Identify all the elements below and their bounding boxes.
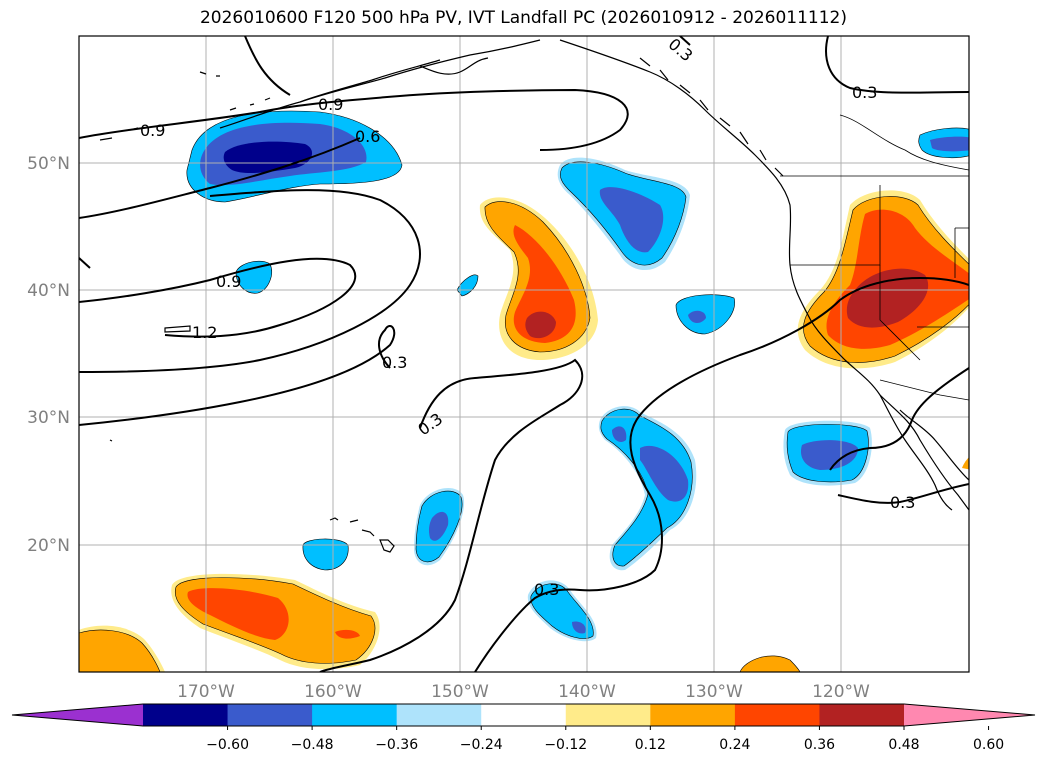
lat-label: 50°N [27,154,70,174]
lon-label: 140°W [558,682,616,702]
map-content: 0.9 0.9 0.6 0.9 1.2 0.3 0.3 0.3 0.3 0.3 … [79,36,969,672]
colorbar-extend-low [12,704,143,726]
colorbar-tick-label: −0.36 [375,737,418,753]
colorbar-segment [819,704,905,726]
positive-anomaly-edge [962,457,969,470]
colorbar-tick-label: 0.60 [973,737,1004,753]
contour-label: 1.2 [192,323,217,342]
lon-label: 150°W [431,682,489,702]
gridlines [79,36,969,672]
negative-anomaly-small-3 [675,294,736,335]
lat-label: 30°N [27,408,70,428]
borders [780,114,969,401]
contour-label: 0.3 [890,493,915,512]
colorbar-segment [396,704,482,726]
colorbar-segment [565,704,651,726]
contour-label: 0.3 [382,353,407,372]
positive-anomaly-southwest [171,573,380,670]
colorbar-segment [734,704,820,726]
colorbar-tick-label: −0.24 [460,737,503,753]
pv-contours [79,36,969,672]
lat-label: 40°N [27,281,70,301]
negative-anomaly-small-4 [302,538,349,571]
negative-anomaly-south [527,580,597,642]
contour-labels: 0.9 0.9 0.6 0.9 1.2 0.3 0.3 0.3 0.3 0.3 … [140,36,915,599]
colorbar-extend-high [904,704,1035,726]
colorbar-segment [312,704,398,726]
negative-anomaly-baja [783,420,872,486]
positive-anomaly-corner [79,625,165,672]
negative-anomaly-hawaii [414,487,465,566]
coastlines [99,39,969,553]
contour-label: 0.9 [140,121,165,140]
colorbar-segment [481,704,567,726]
contour-label: 0.9 [318,95,343,114]
contour-label: 0.3 [534,580,559,599]
colorbar-tick-label: −0.12 [544,737,587,753]
positive-anomaly-central [479,197,598,360]
lon-label: 170°W [177,682,235,702]
colorbar-tick-label: −0.60 [206,737,249,753]
contour-label: 0.3 [852,83,877,102]
colorbar-tick-label: 0.12 [635,737,666,753]
lon-label: 120°W [812,682,870,702]
colorbar-segment [650,704,736,726]
colorbar-tick-label: 0.36 [804,737,835,753]
colorbar-tick-label: −0.48 [291,737,334,753]
negative-anomaly-small-2 [456,274,479,297]
latitude-labels: 50°N 40°N 30°N 20°N [27,154,70,556]
colorbar-tick-label: 0.48 [888,737,919,753]
longitude-labels: 170°W 160°W 150°W 140°W 130°W 120°W [177,682,870,702]
colorbar-tick-label: 0.24 [719,737,750,753]
lon-label: 160°W [304,682,362,702]
colorbar-segment [143,704,229,726]
map-frame [78,35,970,673]
lon-label: 130°W [685,682,743,702]
colorbar: −0.60 −0.48 −0.36 −0.24 −0.12 0.12 0.24 0.36 0.4… [11,703,1036,753]
map-title: 2026010600 F120 500 hPa PV, IVT Landfall… [199,8,847,28]
negative-anomaly-gulf [557,157,690,271]
contour-label: 0.6 [355,127,380,146]
colorbar-outline [11,703,1036,727]
colorbar-segment [227,704,313,726]
contour-label: 0.9 [216,272,241,291]
lat-label: 20°N [27,536,70,556]
